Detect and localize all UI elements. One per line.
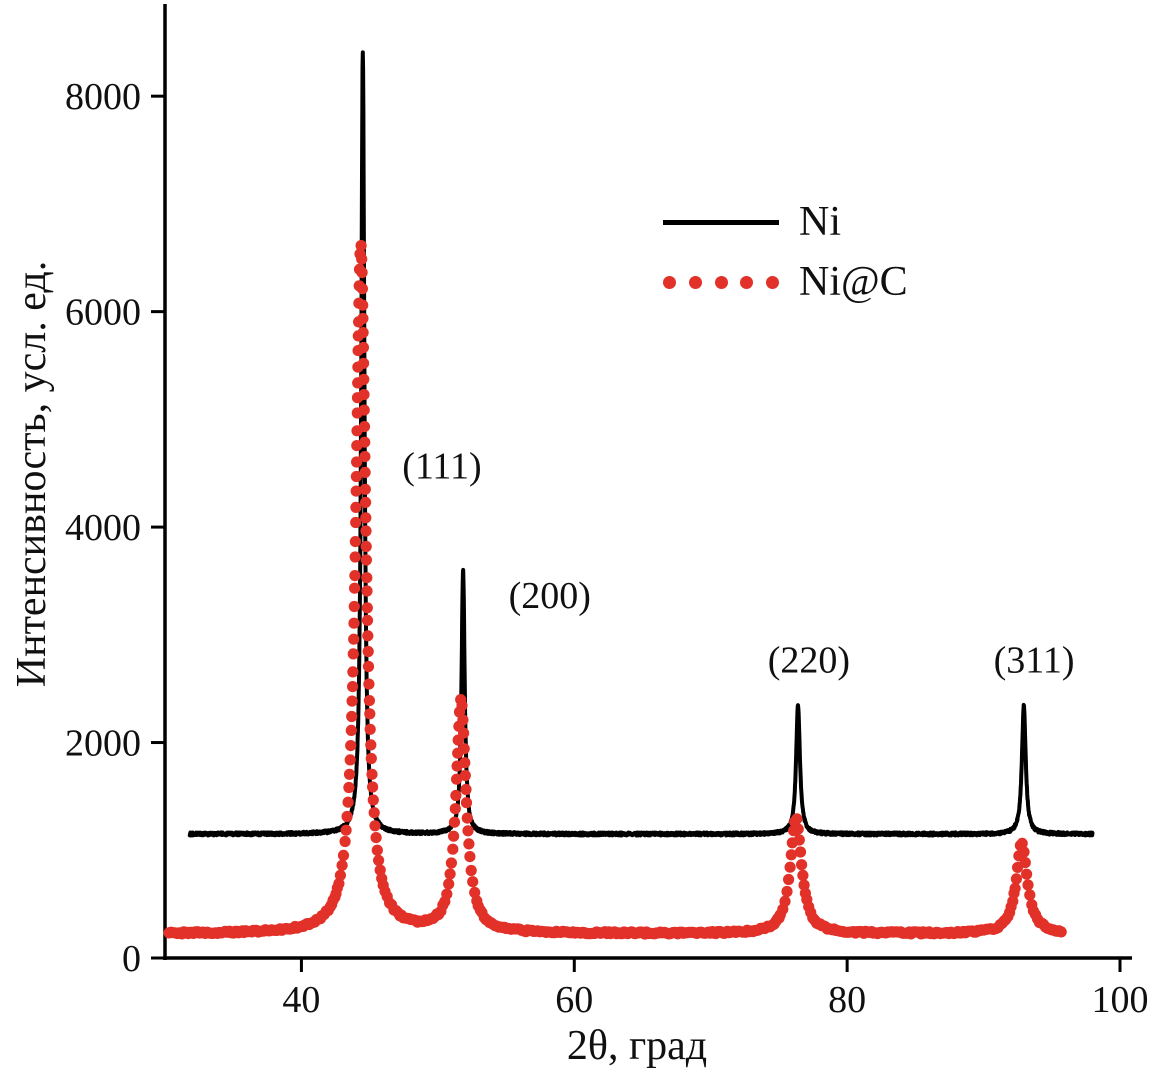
peak-label-111: (111) <box>402 446 482 488</box>
peak-label-200: (200) <box>509 575 591 617</box>
legend-dot <box>714 275 728 289</box>
series-nic-dots <box>163 240 1067 940</box>
legend-label-nic: Ni@C <box>799 259 908 305</box>
y-tick-label: 8000 <box>65 76 141 118</box>
peak-label-311: (311) <box>994 640 1075 682</box>
y-tick-label: 0 <box>122 938 141 980</box>
legend-dot <box>740 275 754 289</box>
peak-label-220: (220) <box>768 640 850 682</box>
x-tick-label: 100 <box>1092 979 1149 1021</box>
y-tick-label: 6000 <box>65 292 141 334</box>
legend: Ni Ni@C <box>663 199 908 305</box>
legend-dot <box>766 275 779 289</box>
legend-dot <box>663 275 676 289</box>
legend-label-ni: Ni <box>799 199 841 245</box>
nic-dots-swatch <box>663 275 779 289</box>
y-tick-label: 2000 <box>65 723 141 765</box>
x-tick-label: 40 <box>282 979 320 1021</box>
legend-item-nic: Ni@C <box>663 259 908 305</box>
series-ni-line <box>187 50 1095 838</box>
x-tick-label: 60 <box>555 979 593 1021</box>
legend-dot <box>688 275 702 289</box>
y-axis-title: Интенсивность, усл. ед. <box>9 260 55 688</box>
ni-line-swatch <box>663 219 779 225</box>
y-tick-label: 4000 <box>65 507 141 549</box>
legend-item-ni: Ni <box>663 199 908 245</box>
x-axis-title: 2θ, град <box>566 1023 708 1069</box>
x-tick-label: 80 <box>828 979 866 1021</box>
